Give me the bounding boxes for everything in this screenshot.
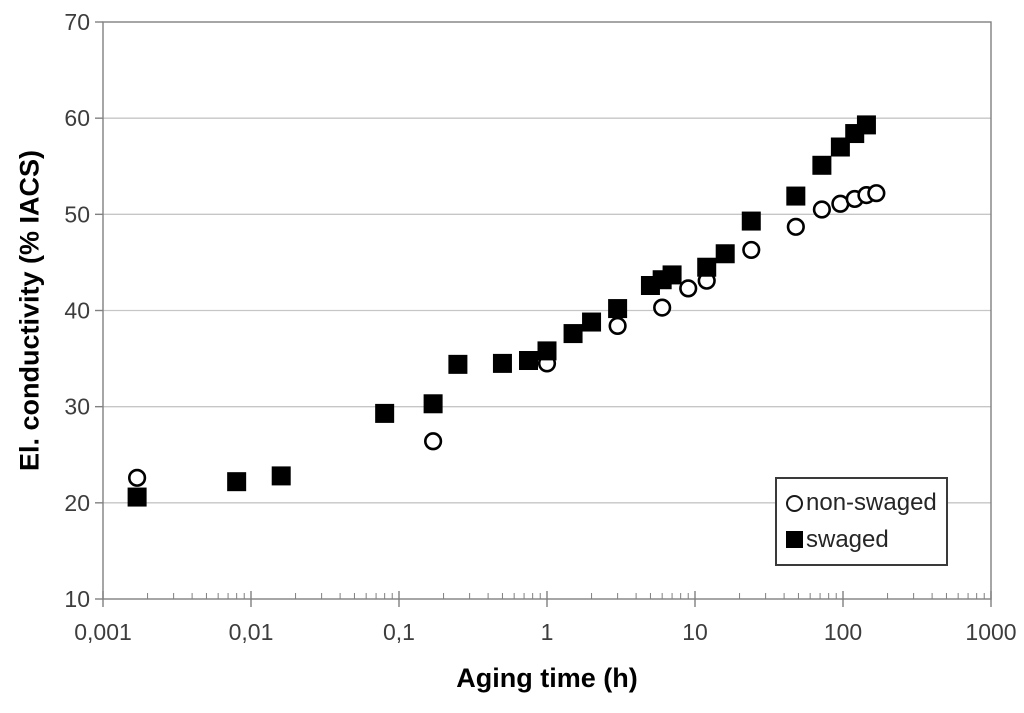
filled-square-marker-icon [786,531,803,549]
y-axis-ticks: 10 20 30 40 50 60 70 [64,9,103,612]
svg-text:40: 40 [64,298,90,324]
series-swaged [127,115,876,507]
legend-label-swaged: swaged [806,525,889,553]
svg-text:70: 70 [64,9,90,35]
legend: non-swaged swaged [775,477,948,566]
svg-text:60: 60 [64,105,90,131]
svg-text:30: 30 [64,394,90,420]
legend-label-non-swaged: non-swaged [806,489,937,517]
legend-item-non-swaged: non-swaged [786,491,946,515]
svg-text:10: 10 [64,586,90,612]
series-non-swaged [128,184,886,487]
svg-text:10: 10 [682,619,708,645]
svg-text:1000: 1000 [965,619,1016,645]
y-axis-title: El. conductivity (% IACS) [14,149,45,472]
svg-text:1: 1 [541,619,554,645]
svg-text:100: 100 [824,619,862,645]
svg-text:50: 50 [64,201,90,227]
svg-text:0,001: 0,001 [74,619,132,645]
svg-text:0,1: 0,1 [383,619,415,645]
gridlines [103,117,991,504]
x-axis-ticks: 0,001 0,01 0,1 1 10 100 1000 [74,591,1017,645]
legend-item-swaged: swaged [786,525,946,553]
x-axis-title: Aging time (h) [456,663,638,693]
x-axis-minor-ticks [147,593,985,599]
svg-text:20: 20 [64,490,90,516]
open-circle-marker-icon [786,494,803,512]
svg-text:0,01: 0,01 [229,619,274,645]
